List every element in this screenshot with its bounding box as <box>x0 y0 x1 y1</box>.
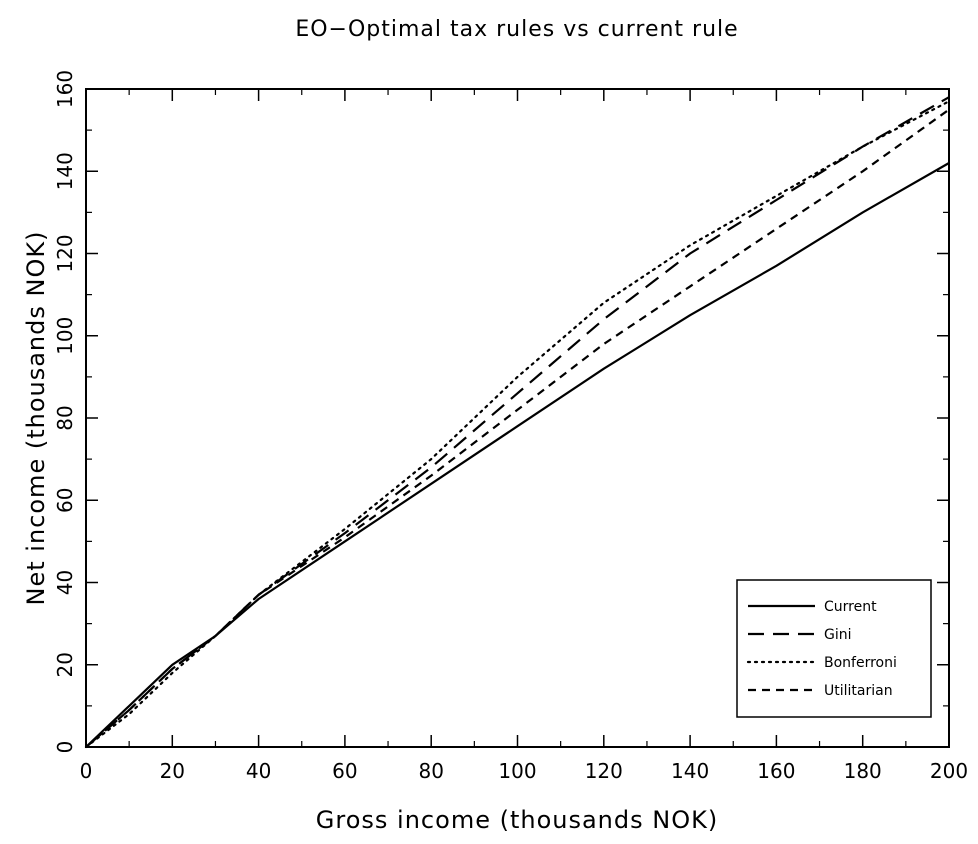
x-tick-label: 180 <box>844 759 882 783</box>
x-tick-label: 80 <box>418 759 443 783</box>
x-tick-label: 140 <box>671 759 709 783</box>
x-tick-label: 0 <box>80 759 93 783</box>
x-tick-label: 100 <box>498 759 536 783</box>
y-tick-label: 120 <box>53 234 77 272</box>
x-tick-label: 60 <box>332 759 357 783</box>
series-lines <box>84 96 951 749</box>
series-line-gini <box>85 96 950 748</box>
legend-label-current: Current <box>824 599 877 615</box>
x-axis-label: Gross income (thousands NOK) <box>316 806 718 834</box>
legend-label-bonferroni: Bonferroni <box>824 655 897 671</box>
series-line-utilitarian <box>85 108 950 748</box>
series-line-current <box>85 162 950 748</box>
x-tick-label: 20 <box>160 759 185 783</box>
y-tick-label: 80 <box>53 405 77 430</box>
legend-box <box>736 579 932 718</box>
legend: Current Gini Bonferroni Utilitarian <box>736 579 932 718</box>
x-tick-label: 40 <box>246 759 271 783</box>
y-axis-label: Net income (thousands NOK) <box>22 231 50 606</box>
y-tick-label: 100 <box>53 317 77 355</box>
series-line-bonferroni <box>84 100 951 749</box>
y-tick-label: 140 <box>53 152 77 190</box>
x-tick-label: 120 <box>585 759 623 783</box>
y-tick-label: 40 <box>53 570 77 595</box>
y-tick-label: 60 <box>53 488 77 513</box>
y-tick-label: 0 <box>53 741 77 754</box>
axis-ticks: 0 20 40 60 80 100 120 140 160 180 200 0 20 40 60 80 100 1… <box>53 70 968 783</box>
legend-label-gini: Gini <box>824 627 852 643</box>
y-tick-label: 20 <box>53 652 77 677</box>
x-tick-label: 160 <box>757 759 795 783</box>
y-tick-label: 160 <box>53 70 77 108</box>
legend-label-utilitarian: Utilitarian <box>824 683 893 699</box>
chart-title: EO−Optimal tax rules vs current rule <box>295 17 738 42</box>
x-tick-label: 200 <box>930 759 968 783</box>
